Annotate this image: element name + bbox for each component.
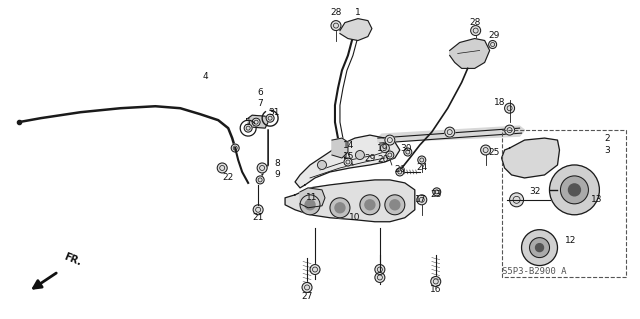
Text: 28: 28 bbox=[330, 8, 342, 17]
Text: 29: 29 bbox=[364, 153, 376, 162]
Text: 26: 26 bbox=[394, 166, 406, 174]
Polygon shape bbox=[332, 138, 348, 158]
Text: 6: 6 bbox=[257, 88, 263, 97]
Polygon shape bbox=[502, 138, 559, 178]
Text: 31: 31 bbox=[268, 108, 280, 117]
Text: 21: 21 bbox=[252, 213, 264, 222]
Text: 29: 29 bbox=[488, 31, 499, 40]
Polygon shape bbox=[378, 126, 525, 142]
Circle shape bbox=[445, 127, 454, 137]
Circle shape bbox=[344, 158, 352, 166]
Polygon shape bbox=[340, 19, 372, 41]
Text: 2: 2 bbox=[605, 134, 610, 143]
Text: 27: 27 bbox=[301, 292, 313, 301]
Circle shape bbox=[509, 193, 524, 207]
Bar bbox=[502, 130, 627, 278]
Text: 9: 9 bbox=[274, 170, 280, 179]
Circle shape bbox=[404, 148, 412, 156]
Text: 8: 8 bbox=[274, 160, 280, 168]
Text: 5: 5 bbox=[244, 118, 250, 127]
Text: 7: 7 bbox=[257, 99, 263, 108]
Text: 14: 14 bbox=[343, 141, 355, 150]
Circle shape bbox=[390, 200, 400, 210]
Circle shape bbox=[365, 200, 375, 210]
Text: 23: 23 bbox=[430, 190, 442, 199]
Text: 22: 22 bbox=[223, 174, 234, 182]
Circle shape bbox=[417, 195, 427, 205]
Circle shape bbox=[386, 151, 394, 159]
Circle shape bbox=[375, 264, 385, 274]
Circle shape bbox=[385, 135, 395, 145]
Circle shape bbox=[418, 156, 426, 164]
Circle shape bbox=[385, 195, 405, 215]
Text: 32: 32 bbox=[529, 187, 540, 197]
Circle shape bbox=[431, 277, 441, 286]
Polygon shape bbox=[300, 188, 325, 208]
Polygon shape bbox=[450, 39, 490, 68]
Text: 30: 30 bbox=[400, 144, 412, 152]
Circle shape bbox=[302, 282, 312, 293]
Text: 28: 28 bbox=[469, 18, 481, 27]
Circle shape bbox=[256, 176, 264, 184]
Circle shape bbox=[335, 203, 345, 213]
Text: 3: 3 bbox=[605, 145, 611, 154]
Circle shape bbox=[252, 118, 260, 126]
Circle shape bbox=[375, 272, 385, 282]
Text: 15: 15 bbox=[343, 152, 355, 160]
Circle shape bbox=[504, 125, 515, 135]
Circle shape bbox=[257, 163, 267, 173]
Text: 19: 19 bbox=[377, 144, 388, 152]
Text: 18: 18 bbox=[494, 98, 506, 107]
Text: 13: 13 bbox=[591, 195, 602, 204]
Text: 4: 4 bbox=[202, 72, 208, 81]
Circle shape bbox=[360, 195, 380, 215]
Circle shape bbox=[355, 151, 364, 160]
Polygon shape bbox=[285, 180, 415, 222]
Circle shape bbox=[331, 21, 341, 31]
Circle shape bbox=[536, 244, 543, 252]
Polygon shape bbox=[295, 135, 400, 188]
Text: S5P3-B2900 A: S5P3-B2900 A bbox=[502, 267, 567, 276]
Circle shape bbox=[380, 144, 389, 152]
Circle shape bbox=[504, 103, 515, 113]
Circle shape bbox=[266, 114, 274, 122]
Polygon shape bbox=[248, 115, 268, 128]
Text: FR.: FR. bbox=[63, 251, 83, 268]
Text: 24: 24 bbox=[416, 163, 428, 173]
Circle shape bbox=[231, 144, 239, 152]
Circle shape bbox=[433, 188, 441, 196]
Circle shape bbox=[310, 264, 320, 274]
Text: 10: 10 bbox=[349, 213, 361, 222]
Circle shape bbox=[568, 184, 580, 196]
Text: 25: 25 bbox=[488, 147, 499, 157]
Text: 1: 1 bbox=[355, 8, 361, 17]
Circle shape bbox=[470, 26, 481, 35]
Circle shape bbox=[529, 238, 550, 257]
Circle shape bbox=[253, 205, 263, 215]
Circle shape bbox=[217, 163, 227, 173]
Circle shape bbox=[396, 168, 404, 176]
Circle shape bbox=[561, 176, 588, 204]
Text: 16: 16 bbox=[430, 285, 442, 294]
Circle shape bbox=[330, 198, 350, 218]
Circle shape bbox=[300, 195, 320, 215]
Circle shape bbox=[244, 124, 252, 132]
Circle shape bbox=[481, 145, 491, 155]
Text: 17: 17 bbox=[415, 195, 426, 204]
Circle shape bbox=[305, 200, 315, 210]
Text: 20: 20 bbox=[377, 154, 388, 164]
Circle shape bbox=[522, 230, 557, 265]
Text: 12: 12 bbox=[564, 236, 576, 245]
Circle shape bbox=[488, 41, 497, 48]
Circle shape bbox=[550, 165, 600, 215]
Text: 11: 11 bbox=[307, 193, 318, 202]
Circle shape bbox=[317, 160, 326, 169]
